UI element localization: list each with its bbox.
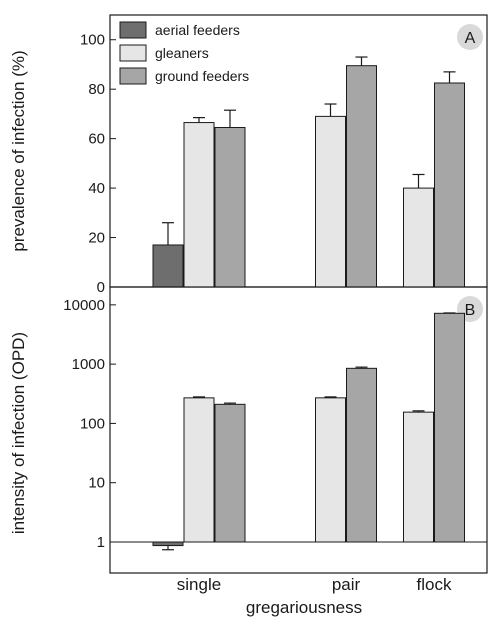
x-tick-label-pair: pair xyxy=(332,575,361,594)
bar-b-single-2 xyxy=(214,403,246,543)
bar-a-pair-2 xyxy=(346,65,377,288)
y-tick-label: 20 xyxy=(88,230,105,247)
bar-a-flock-2 xyxy=(434,82,465,288)
y-tick-label: 40 xyxy=(88,180,105,197)
y-axis-title: intensity of infection (OPD) xyxy=(9,332,28,534)
bar-a-single-1 xyxy=(183,122,215,288)
y-tick-label: 0 xyxy=(97,279,105,296)
panel-label-badge xyxy=(457,24,483,50)
panel-a: 0 20 40 60 80 100 prevalence of infection (%) A… xyxy=(9,14,488,296)
bar-a-single-0 xyxy=(152,244,184,288)
bar-b-single-0 xyxy=(152,541,184,547)
bar-b-flock-1 xyxy=(403,411,434,543)
y-tick-label: 10 xyxy=(88,475,105,492)
legend-swatch-0 xyxy=(119,21,147,39)
bar-a-flock-1 xyxy=(403,187,434,288)
panel-label: B xyxy=(465,302,476,319)
bar-a-single-2 xyxy=(214,127,246,288)
legend-label-2: ground feeders xyxy=(155,68,249,84)
y-tick-label: 1 xyxy=(97,534,105,551)
y-tick-label: 100 xyxy=(80,32,105,49)
y-axis-title: prevalence of infection (%) xyxy=(9,50,28,251)
y-tick-label: 60 xyxy=(88,131,105,148)
y-tick-label: 80 xyxy=(88,81,105,98)
x-tick-label-single: single xyxy=(177,575,221,594)
legend-swatch-2 xyxy=(119,67,147,85)
panel-b: 1 10 100 1000 10000 intensity of infection (O… xyxy=(9,286,488,594)
bar-b-pair-1 xyxy=(315,397,346,543)
bar-b-single-1 xyxy=(183,397,215,543)
bar-b-flock-2 xyxy=(434,312,465,543)
legend-swatch-1 xyxy=(119,44,147,62)
bar-b-pair-2 xyxy=(346,367,377,543)
plot-frame xyxy=(109,286,488,574)
legend-label-0: aerial feeders xyxy=(155,22,240,38)
x-tick-label-flock: flock xyxy=(417,575,452,594)
y-tick-label: 10000 xyxy=(63,297,105,314)
bar-a-pair-1 xyxy=(315,115,346,288)
y-tick-label: 1000 xyxy=(72,356,105,373)
legend-label-1: gleaners xyxy=(155,45,209,61)
y-tick-label: 100 xyxy=(80,415,105,432)
panel-label: A xyxy=(465,30,476,47)
x-axis-title: gregariousness xyxy=(246,598,362,617)
